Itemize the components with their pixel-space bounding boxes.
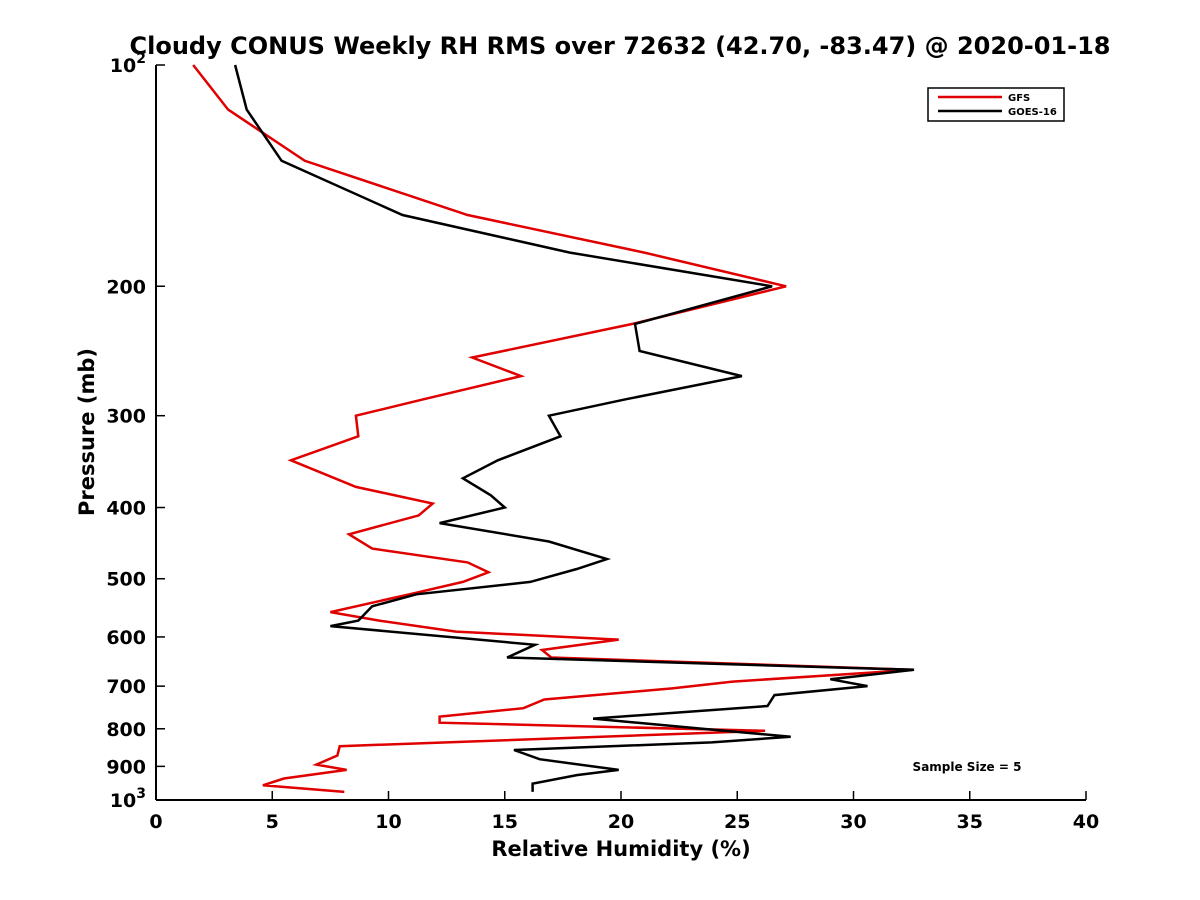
y-tick-label: 400 xyxy=(106,498,146,520)
series-line-goes16 xyxy=(233,64,915,792)
legend-box xyxy=(927,87,1065,122)
chart-title: Cloudy CONUS Weekly RH RMS over 72632 (4… xyxy=(130,32,1111,60)
sample-size-annotation: Sample Size = 5 xyxy=(913,760,1022,774)
y-tick-label: 102 xyxy=(110,51,146,77)
x-ticks: 0 5 10 15 20 25 30 35 40 xyxy=(149,791,1099,833)
x-tick-label: 0 xyxy=(149,811,162,833)
x-axis-label: Relative Humidity (%) xyxy=(491,837,750,861)
y-tick-label: 500 xyxy=(106,569,146,591)
axes xyxy=(155,65,1086,801)
legend-label-gfs: GFS xyxy=(1008,93,1030,104)
y-tick-label: 200 xyxy=(106,276,146,298)
y-ticks: 102 200 300 400 500 600 700 800 900 103 xyxy=(106,51,165,812)
y-tick-label: 800 xyxy=(106,719,146,741)
legend: GFS GOES-16 xyxy=(927,87,1065,122)
x-tick-label: 40 xyxy=(1073,811,1099,833)
y-axis-label: Pressure (mb) xyxy=(75,348,99,516)
y-tick-label: 103 xyxy=(110,786,146,812)
x-tick-label: 30 xyxy=(840,811,866,833)
x-tick-label: 25 xyxy=(724,811,750,833)
plot-lines xyxy=(192,64,915,794)
y-tick-label: 700 xyxy=(106,676,146,698)
x-tick-label: 5 xyxy=(266,811,279,833)
series-line-gfs xyxy=(192,64,915,794)
y-tick-label: 600 xyxy=(106,627,146,649)
y-tick-label: 300 xyxy=(106,406,146,428)
legend-label-goes16: GOES-16 xyxy=(1008,107,1057,118)
x-tick-label: 20 xyxy=(608,811,634,833)
y-tick-label: 900 xyxy=(106,756,146,778)
x-tick-label: 15 xyxy=(492,811,518,833)
x-tick-label: 35 xyxy=(957,811,983,833)
x-tick-label: 10 xyxy=(375,811,401,833)
